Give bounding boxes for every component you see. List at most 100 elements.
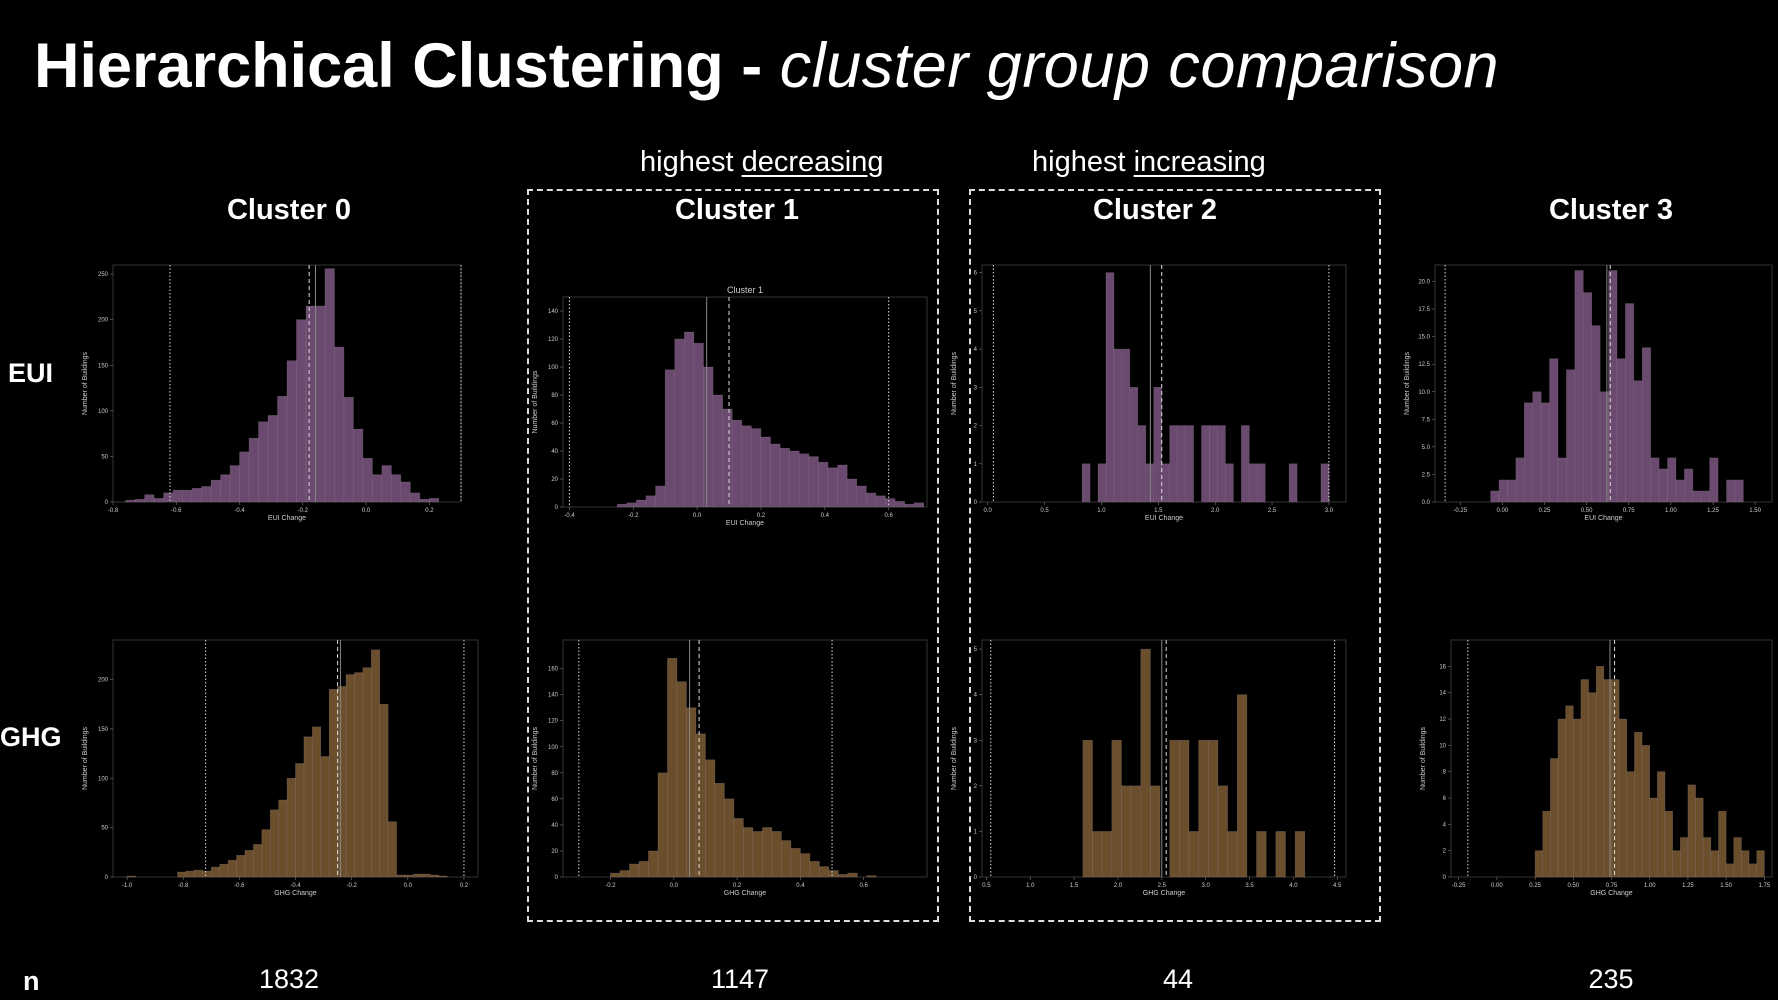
histogram-bar [381, 465, 392, 503]
histogram-bar [693, 342, 704, 508]
y-tick-label: 0 [974, 875, 978, 881]
histogram-bar [343, 396, 354, 503]
histogram-bar [1664, 810, 1673, 878]
histogram-bar [638, 861, 649, 878]
x-tick-label: 1.50 [1749, 508, 1761, 514]
histogram-bar [277, 395, 288, 503]
histogram-bar [421, 873, 431, 878]
histogram-bar [741, 425, 752, 508]
y-tick-label: 200 [98, 318, 109, 324]
histogram-bar [913, 502, 925, 508]
histogram-bar [800, 853, 811, 878]
highlight-increasing: highest increasing [1032, 146, 1266, 179]
x-axis-label: EUI Change [726, 520, 764, 527]
histogram-bar [404, 874, 414, 878]
x-tick-label: 0.0 [984, 508, 993, 514]
histogram-bar [838, 874, 849, 878]
histogram-bar [1582, 292, 1593, 503]
histogram-bar [1687, 784, 1696, 878]
histogram-bar [1550, 758, 1559, 878]
y-tick-label: 17.5 [1418, 307, 1430, 313]
histogram-bar [278, 799, 288, 878]
histogram-bar [413, 873, 423, 878]
x-tick-label: 0.25 [1529, 883, 1541, 889]
ghg-c0-chart: -1.0 -0.8 -0.6 -0.4 -0.2 0.0 0.2 0 50 100 150 200 GH… [82, 639, 479, 897]
y-tick-label: 0 [1443, 875, 1447, 881]
y-tick-label: 2 [974, 424, 978, 430]
histogram-bar [636, 499, 647, 508]
histogram-bar [904, 503, 915, 508]
histogram-bar [1588, 692, 1597, 878]
x-tick-label: -0.2 [298, 508, 309, 514]
y-tick-label: 14 [1439, 691, 1446, 697]
histogram-bar [837, 464, 848, 508]
histogram-bar [1733, 837, 1742, 878]
x-tick-label: -0.4 [564, 513, 575, 519]
y-tick-label: 2 [974, 784, 978, 790]
y-axis-label: Number of Buildings [951, 351, 958, 415]
page-title: Hierarchical Clustering - cluster group … [34, 30, 1499, 102]
eui-c0-chart: -0.8 -0.6 -0.4 -0.2 0.0 0.2 0 50 100 150 200 250 EUI… [82, 264, 462, 522]
y-tick-label: 1 [974, 829, 978, 835]
x-tick-label: -0.25 [1453, 508, 1467, 514]
histogram-bar [875, 495, 886, 508]
histogram-bar [1121, 785, 1132, 878]
y-tick-label: 20.0 [1418, 280, 1430, 286]
histogram-bar [695, 733, 706, 878]
histogram-bar [1702, 837, 1712, 878]
histogram-bar [1507, 479, 1517, 503]
histogram-bar [1185, 425, 1194, 503]
y-tick-label: 8 [1443, 770, 1447, 776]
histogram-bar [1111, 739, 1122, 878]
histogram-bar [1140, 648, 1151, 878]
histogram-bar [779, 447, 791, 508]
histogram-bar [1756, 850, 1765, 878]
x-tick-label: 2.0 [1114, 883, 1123, 889]
x-axis-label: GHG Change [1143, 890, 1186, 897]
cluster-0-count: 1832 [258, 964, 320, 994]
cluster-3-title: Cluster 3 [1548, 194, 1674, 226]
histogram-bar [1150, 785, 1161, 878]
histogram-bar [645, 495, 656, 508]
histogram-bar [1179, 739, 1190, 878]
histogram-bar [305, 305, 316, 503]
x-tick-label: 0.6 [860, 883, 869, 889]
histogram-bar [655, 485, 666, 508]
histogram-bar [1591, 325, 1601, 503]
x-axis-label: EUI Change [1584, 515, 1622, 522]
histogram-bar [610, 872, 621, 878]
histogram-bar [269, 809, 279, 878]
histogram-bar [819, 866, 830, 878]
histogram-bar [626, 502, 637, 508]
x-tick-label: 3.5 [1245, 883, 1254, 889]
histogram-bar [227, 859, 237, 878]
histogram-bar [1726, 479, 1736, 503]
x-tick-label: 0.5 [982, 883, 991, 889]
histogram-bar [163, 492, 174, 503]
ghg-c1-chart: -0.2 0.0 0.2 0.4 0.6 0 20 40 60 80 100 120 140 160 GHG… [532, 639, 928, 897]
histogram-bar [1217, 425, 1226, 503]
histogram-bar [789, 450, 800, 508]
y-axis-label: Number of Buildings [532, 370, 539, 434]
histogram-bar [846, 478, 858, 508]
histogram-bar [1177, 425, 1186, 503]
y-tick-label: 1 [974, 462, 978, 468]
x-tick-label: 0.50 [1581, 508, 1593, 514]
histogram-bar [1288, 463, 1298, 503]
histogram-bar [1641, 745, 1651, 878]
y-tick-label: 3 [974, 738, 978, 744]
x-tick-label: 0.2 [460, 883, 469, 889]
histogram-bar [1241, 425, 1250, 503]
histogram-bar [194, 869, 204, 878]
x-axis-label: EUI Change [1145, 515, 1183, 522]
histogram-bar [1566, 369, 1576, 503]
highlight-word: increasing [1133, 146, 1266, 178]
x-tick-label: 1.5 [1070, 883, 1079, 889]
y-tick-label: 4 [974, 347, 978, 353]
histogram-bar [1565, 705, 1574, 878]
histogram-bar [724, 798, 735, 878]
x-tick-label: 1.00 [1644, 883, 1656, 889]
histogram-bar [1741, 850, 1750, 878]
histogram-bar [337, 686, 347, 878]
x-tick-label: 0.25 [1539, 508, 1551, 514]
